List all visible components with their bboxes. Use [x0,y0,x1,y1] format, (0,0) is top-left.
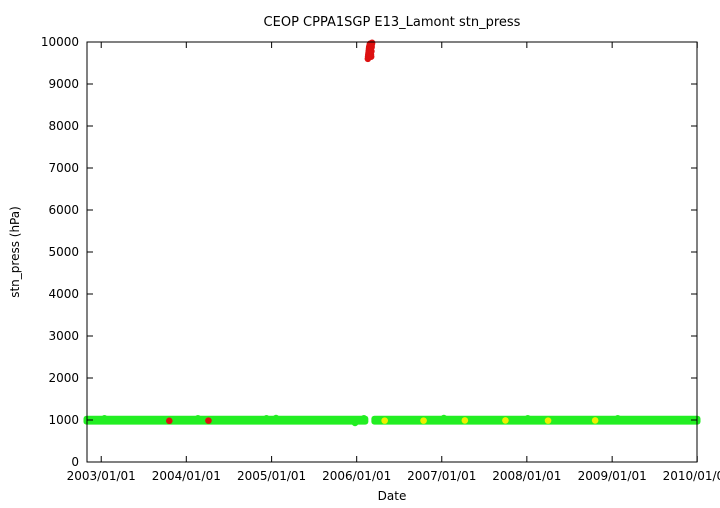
data-point-good [101,415,108,422]
data-point-good [263,415,270,422]
x-tick-label: 2009/01/01 [578,469,647,483]
data-band-good [83,415,369,425]
x-tick-label: 2010/01/01 [663,469,720,483]
data-point-bad [368,39,376,47]
data-point-good [194,415,202,422]
y-axis-label: stn_press (hPa) [8,206,22,298]
data-point-bad [367,53,375,60]
y-tick-label: 1000 [48,413,79,427]
data-point-questionable [591,417,599,424]
y-tick-label: 4000 [48,287,79,301]
x-tick-label: 2005/01/01 [237,469,306,483]
y-tick-label: 10000 [41,35,79,49]
data-point-questionable [502,417,509,424]
ticks-layer: 0 1000 2000 3000 4000 5000 6000 7000 8000 9000 100… [41,35,720,483]
y-tick-label: 0 [71,455,79,469]
data-point-good [440,414,448,422]
y-tick-label: 9000 [48,77,79,91]
chart-title: CEOP CPPA1SGP E13_Lamont stn_press [264,15,521,30]
points-layer [83,39,701,427]
data-point-questionable [461,417,469,424]
data-point-good [614,415,622,422]
x-tick-label: 2006/01/01 [322,469,391,483]
data-point-questionable [544,417,552,424]
x-tick-label: 2008/01/01 [492,469,561,483]
y-tick-label: 3000 [48,329,79,343]
data-point-questionable [381,417,388,424]
x-tick-label: 2007/01/01 [407,469,476,483]
y-tick-label: 6000 [48,203,79,217]
data-point-good [272,414,280,422]
data-point-good [351,419,359,427]
x-tick-label: 2003/01/01 [67,469,136,483]
data-point-bad [165,417,173,425]
x-tick-label: 2004/01/01 [152,469,221,483]
y-tick-label: 5000 [48,245,79,259]
data-point-questionable [420,417,427,424]
data-point-bad [205,417,212,424]
data-point-good [524,415,532,422]
y-tick-label: 8000 [48,119,79,133]
plot-frame [86,41,698,463]
data-point-good [360,415,368,422]
y-tick-label: 7000 [48,161,79,175]
y-tick-label: 2000 [48,371,79,385]
x-axis-label: Date [378,489,407,503]
